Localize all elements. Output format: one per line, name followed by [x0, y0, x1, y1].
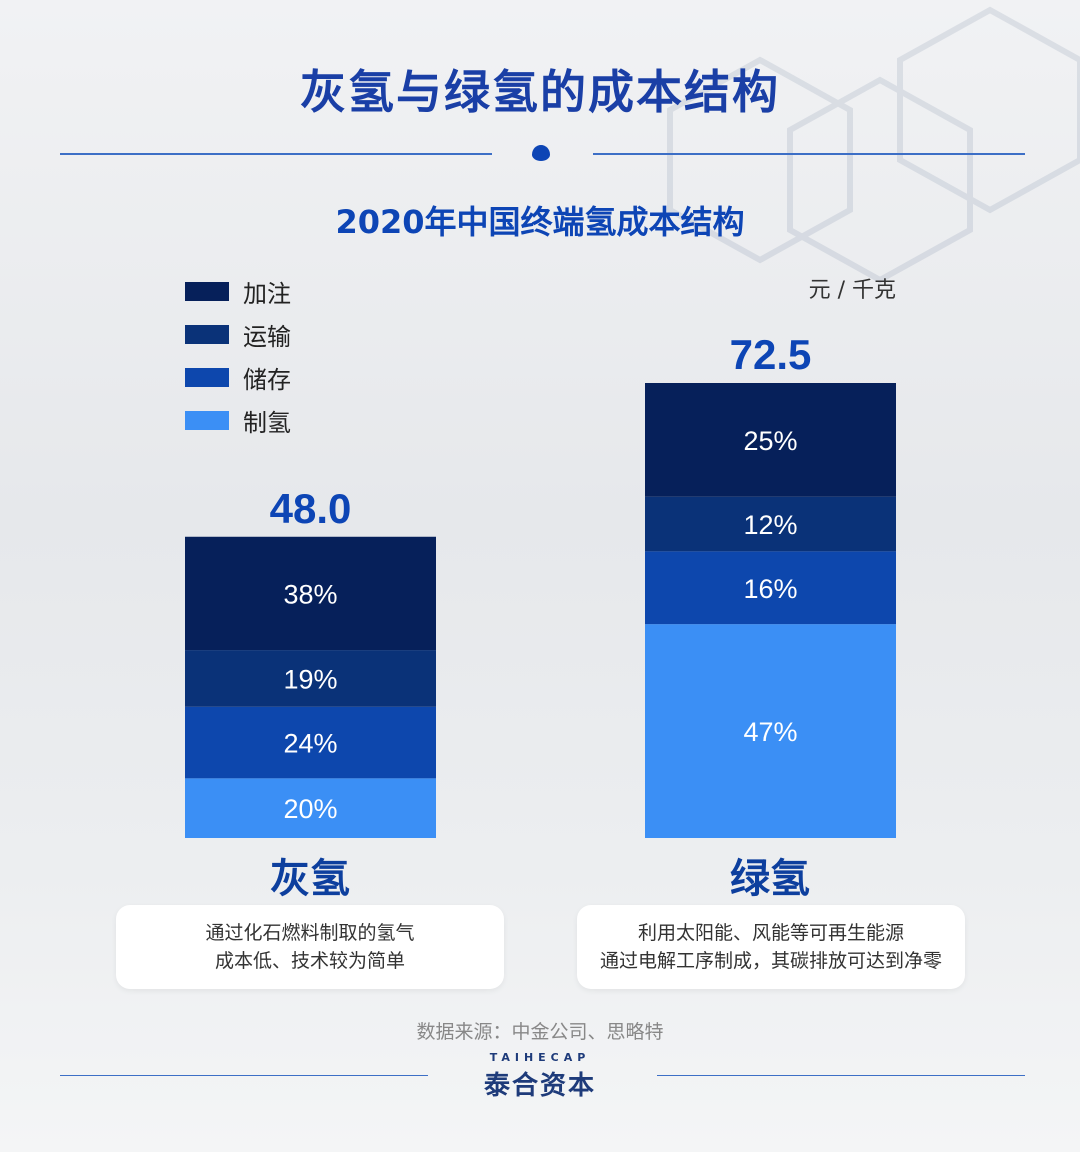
- segment-label-grey-refuel: 38%: [283, 579, 337, 609]
- background-decoration: [667, 6, 1080, 284]
- description-line: 通过化石燃料制取的氢气: [205, 922, 415, 944]
- brand-name-en: TAIHECAP: [489, 1051, 591, 1064]
- bar-segment-green-refuel: [645, 383, 896, 497]
- category-label-grey: 灰氢: [270, 856, 350, 902]
- description-line: 通过电解工序制成，其碳排放可达到净零: [599, 950, 942, 972]
- chart-title: 2020年中国终端氢成本结构: [335, 203, 745, 241]
- page-title: 灰氢与绿氢的成本结构: [300, 65, 780, 119]
- legend-item-refuel: 加注: [185, 270, 291, 313]
- total-label-green: 72.5: [730, 331, 812, 378]
- category-label-green: 绿氢: [730, 856, 810, 902]
- segment-label-grey-production: 20%: [283, 794, 337, 824]
- data-source: 数据来源：中金公司、思略特: [416, 1021, 664, 1043]
- chart-legend: 加注 运输 储存 制氢: [185, 270, 291, 442]
- segment-label-green-production: 47%: [743, 717, 797, 747]
- segment-label-green-storage: 16%: [743, 574, 797, 604]
- description-box-grey: 通过化石燃料制取的氢气 成本低、技术较为简单: [116, 905, 504, 989]
- legend-swatch: [185, 411, 229, 430]
- stacked-bar-chart: 20% 24% 19% 38% 48.0 47% 16% 12% 25% 72.5: [185, 331, 896, 838]
- bar-segment-grey-storage: [185, 706, 436, 779]
- title-divider-right: [593, 153, 1025, 155]
- title-divider-left: [60, 153, 492, 155]
- legend-item-production: 制氢: [185, 399, 291, 442]
- footer-divider-left: [60, 1075, 428, 1076]
- description-line: 利用太阳能、风能等可再生能源: [637, 922, 904, 944]
- segment-label-grey-storage: 24%: [283, 729, 337, 759]
- legend-item-transport: 运输: [185, 313, 291, 356]
- segment-label-grey-transport: 19%: [283, 664, 337, 694]
- bar-segment-green-transport: [645, 496, 896, 552]
- legend-swatch: [185, 325, 229, 344]
- bar-segment-green-production: [645, 624, 896, 838]
- bar-segment-green-storage: [645, 551, 896, 625]
- bar-segment-grey-transport: [185, 650, 436, 707]
- brand-logo: 泰合资本: [483, 1071, 596, 1101]
- segment-label-green-transport: 12%: [743, 510, 797, 540]
- unit-label: 元 / 千克: [808, 278, 896, 303]
- legend-label: 制氢: [243, 409, 291, 437]
- legend-item-storage: 储存: [185, 356, 291, 399]
- description-line: 成本低、技术较为简单: [214, 950, 405, 972]
- total-label-grey: 48.0: [270, 485, 352, 532]
- bar-segment-grey-production: [185, 778, 436, 838]
- legend-label: 储存: [243, 366, 291, 394]
- footer-divider-right: [657, 1075, 1025, 1076]
- legend-swatch: [185, 368, 229, 387]
- description-box-green: 利用太阳能、风能等可再生能源 通过电解工序制成，其碳排放可达到净零: [577, 905, 965, 989]
- segment-label-green-refuel: 25%: [743, 426, 797, 456]
- diamond-icon: [532, 145, 550, 161]
- legend-label: 加注: [243, 280, 291, 308]
- bar-segment-grey-refuel: [185, 536, 436, 651]
- legend-label: 运输: [243, 323, 291, 351]
- legend-swatch: [185, 282, 229, 301]
